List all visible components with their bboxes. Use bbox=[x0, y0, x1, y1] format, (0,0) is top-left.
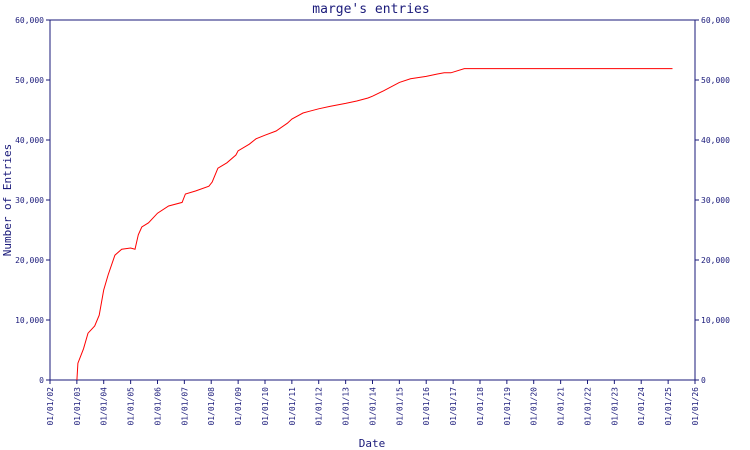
y-tick-label-left: 30,000 bbox=[15, 196, 44, 205]
y-tick-label-right: 40,000 bbox=[701, 136, 730, 145]
y-tick-label-right: 20,000 bbox=[701, 256, 730, 265]
x-tick-label: 01/01/14 bbox=[369, 387, 378, 426]
x-tick-label: 01/01/02 bbox=[46, 387, 55, 426]
y-tick-label-right: 60,000 bbox=[701, 16, 730, 25]
y-axis-left: 0 10,000 20,000 30,000 40,000 50,000 60,000 bbox=[15, 16, 50, 385]
y-tick-label-left: 0 bbox=[39, 376, 44, 385]
x-tick-label: 01/01/23 bbox=[610, 387, 619, 426]
x-tick-label: 01/01/17 bbox=[449, 387, 458, 426]
x-tick-label: 01/01/05 bbox=[127, 387, 136, 426]
chart-title: marge's entries bbox=[312, 2, 429, 17]
y-tick-label-left: 40,000 bbox=[15, 136, 44, 145]
x-tick-label: 01/01/10 bbox=[261, 387, 270, 426]
y-tick-label-right: 10,000 bbox=[701, 316, 730, 325]
x-tick-label: 01/01/09 bbox=[234, 387, 243, 426]
x-tick-label: 01/01/25 bbox=[664, 387, 673, 426]
x-tick-label: 01/01/24 bbox=[637, 387, 646, 426]
x-axis: 01/01/02 01/01/03 01/01/04 01/01/05 01/01/06… bbox=[46, 380, 700, 426]
x-tick-label: 01/01/21 bbox=[557, 387, 566, 426]
x-axis-label: Date bbox=[359, 437, 386, 450]
x-tick-label: 01/01/26 bbox=[691, 387, 700, 426]
y-tick-label-right: 50,000 bbox=[701, 76, 730, 85]
y-tick-label-left: 50,000 bbox=[15, 76, 44, 85]
x-tick-label: 01/01/19 bbox=[503, 387, 512, 426]
x-tick-label: 01/01/12 bbox=[315, 387, 324, 426]
y-tick-label-left: 20,000 bbox=[15, 256, 44, 265]
x-tick-label: 01/01/20 bbox=[530, 387, 539, 426]
y-tick-label-right: 30,000 bbox=[701, 196, 730, 205]
y-tick-label-left: 10,000 bbox=[15, 316, 44, 325]
x-tick-label: 01/01/15 bbox=[395, 387, 404, 426]
x-tick-label: 01/01/11 bbox=[288, 387, 297, 426]
y-tick-label-left: 60,000 bbox=[15, 16, 44, 25]
x-tick-label: 01/01/06 bbox=[154, 387, 163, 426]
x-tick-label: 01/01/13 bbox=[342, 387, 351, 426]
x-tick-label: 01/01/03 bbox=[73, 387, 82, 426]
series-line bbox=[76, 68, 673, 381]
x-tick-label: 01/01/08 bbox=[207, 387, 216, 426]
x-tick-label: 01/01/07 bbox=[180, 387, 189, 426]
plot-area bbox=[49, 19, 696, 381]
x-tick-label: 01/01/22 bbox=[584, 387, 593, 426]
x-tick-label: 01/01/04 bbox=[100, 387, 109, 426]
y-axis-right: 0 10,000 20,000 30,000 40,000 50,000 60,000 bbox=[695, 16, 730, 385]
y-axis-label: Number of Entries bbox=[1, 144, 14, 257]
x-tick-label: 01/01/16 bbox=[422, 387, 431, 426]
x-tick-label: 01/01/18 bbox=[476, 387, 485, 426]
y-tick-label-right: 0 bbox=[701, 376, 706, 385]
